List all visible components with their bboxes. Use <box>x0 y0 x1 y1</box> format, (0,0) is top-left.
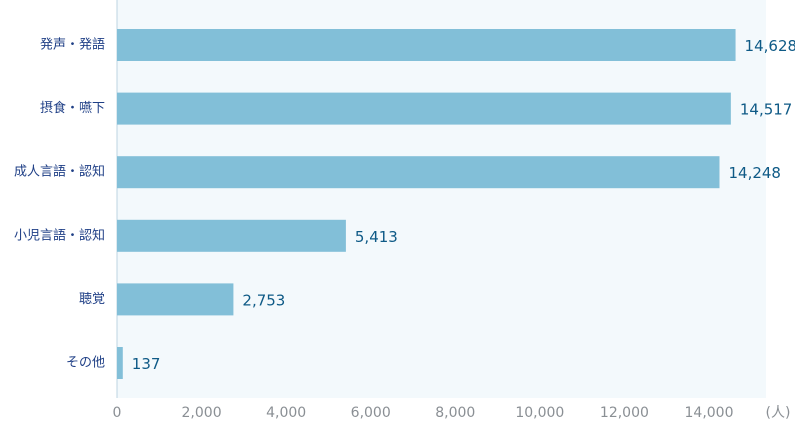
value-label-5: 2,753 <box>242 291 285 309</box>
bar-6 <box>117 347 123 379</box>
bar-5 <box>117 283 234 316</box>
category-label-1: 発声・発語 <box>40 37 105 53</box>
x-tick-label-7: 12,000 <box>600 405 649 421</box>
bar-1 <box>117 29 736 61</box>
x-tick-label-4: 6,000 <box>351 405 391 421</box>
x-tick-label-6: 10,000 <box>515 405 564 421</box>
value-label-6: 137 <box>132 355 161 373</box>
category-label-4: 小児言語・認知 <box>14 227 105 243</box>
x-tick-label-2: 2,000 <box>182 405 222 421</box>
bars-group <box>117 29 736 379</box>
category-label-5: 聴覚 <box>79 292 105 307</box>
x-axis-unit-label: (人) <box>766 405 791 421</box>
x-tick-labels-group: 0 2,000 4,000 6,000 8,000 10,000 12,000 14,000 <box>113 405 734 421</box>
value-label-1: 14,628 <box>745 37 795 55</box>
value-label-3: 14,248 <box>728 164 781 182</box>
value-labels-group: 14,628 14,517 14,248 5,413 2,753 137 <box>132 37 795 373</box>
value-label-2: 14,517 <box>740 101 793 119</box>
bar-4 <box>117 219 346 252</box>
bar-3 <box>117 156 720 189</box>
bar-2 <box>117 92 731 125</box>
x-tick-label-1: 0 <box>113 405 122 421</box>
value-label-4: 5,413 <box>355 228 398 246</box>
category-label-2: 摂食・嚥下 <box>40 100 105 116</box>
x-tick-label-3: 4,000 <box>266 405 306 421</box>
x-tick-label-8: 14,000 <box>685 405 734 421</box>
x-tick-label-5: 8,000 <box>435 405 475 421</box>
category-label-6: その他 <box>66 356 105 371</box>
plot-background <box>117 0 766 398</box>
category-label-3: 成人言語・認知 <box>14 164 105 180</box>
